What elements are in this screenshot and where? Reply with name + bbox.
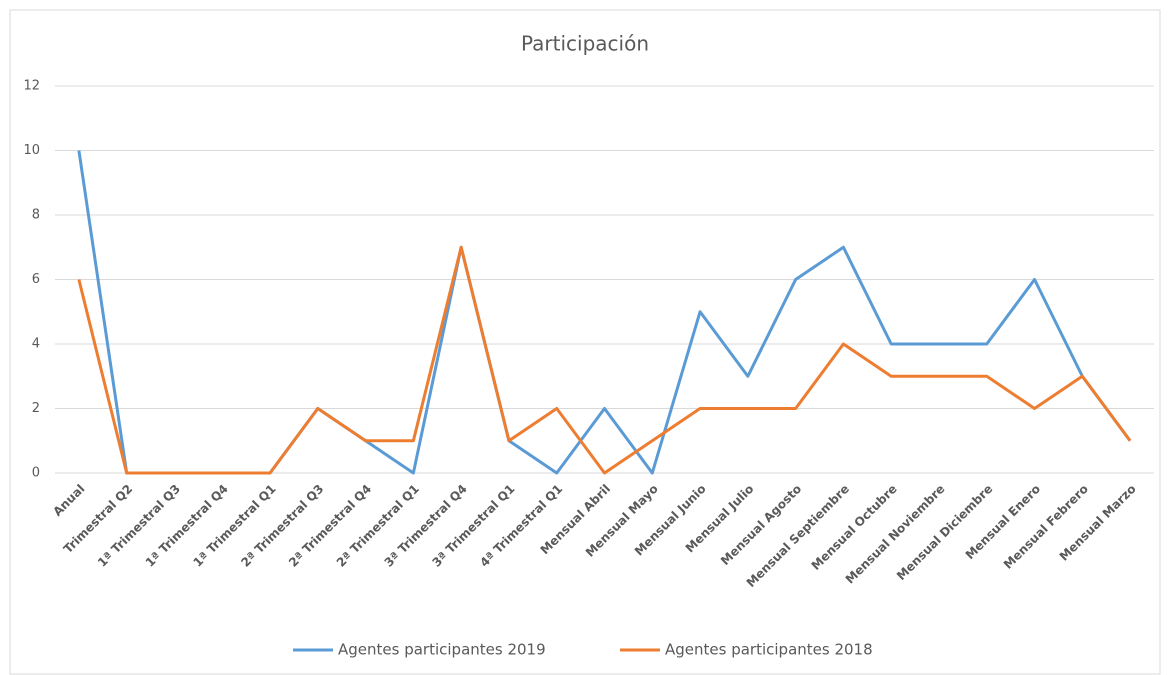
y-tick-label: 8 [32, 208, 40, 223]
chart-title: Participación [521, 32, 649, 56]
y-tick-label: 10 [23, 143, 40, 158]
y-tick-label: 2 [32, 401, 40, 416]
y-tick-label: 12 [23, 79, 40, 94]
legend-label: Agentes participantes 2018 [665, 641, 873, 659]
y-tick-label: 0 [32, 466, 40, 481]
y-tick-label: 6 [32, 272, 40, 287]
legend-label: Agentes participantes 2019 [338, 641, 546, 659]
y-tick-label: 4 [32, 337, 40, 352]
chart-border [9, 9, 1161, 675]
series-line [77, 245, 1132, 475]
